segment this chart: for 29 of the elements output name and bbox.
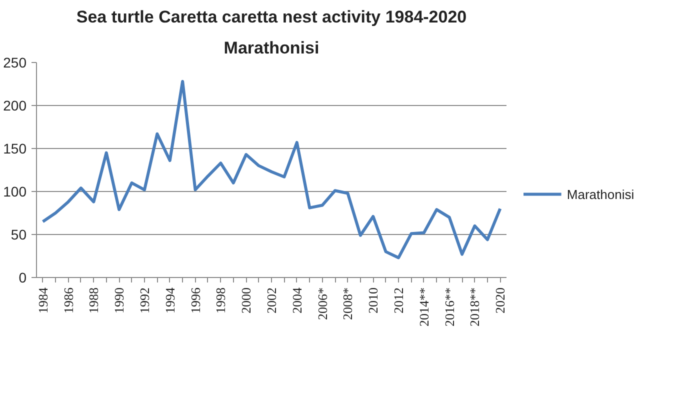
line-series [41,80,502,260]
x-tick-label: 2018** [467,288,482,326]
y-tick-label: 250 [3,54,27,70]
x-tick-label: 2008* [340,288,356,320]
x-tick-label: 2020 [492,288,508,314]
x-tick-label: 2012 [391,288,406,314]
x-tick-label: 2002 [264,288,279,314]
x-tick-label: 1992 [136,288,152,314]
y-tick-label: 200 [3,98,27,114]
x-tick-label: 2004 [289,287,304,314]
y-tick-label: 100 [3,184,27,200]
x-tick-label: 1998 [213,288,228,314]
x-tick-label: 2000 [238,288,254,314]
chart-title: Sea turtle Caretta caretta nest activity 1984-2020 [76,8,467,26]
x-tick-label: 1990 [112,288,127,314]
x-tick-label: 2016** [442,288,457,326]
x-tick-label: 1988 [86,288,102,314]
x-tick-label: 2006* [314,288,330,320]
x-tick-label: 2014** [416,288,432,326]
x-tick-label: 1994 [162,287,178,314]
y-tick-label: 150 [3,140,27,156]
y-tick-label: 50 [10,226,27,242]
x-tick-label: 1996 [188,287,203,314]
legend-label: Marathonisi [566,186,634,202]
chart-subtitle: Marathonisi [224,38,320,58]
y-tick-label: 0 [18,270,27,286]
x-tick-label: 2010 [366,288,381,314]
x-tick-label: 1986 [60,287,76,314]
x-tick-label: 1984 [35,287,50,314]
